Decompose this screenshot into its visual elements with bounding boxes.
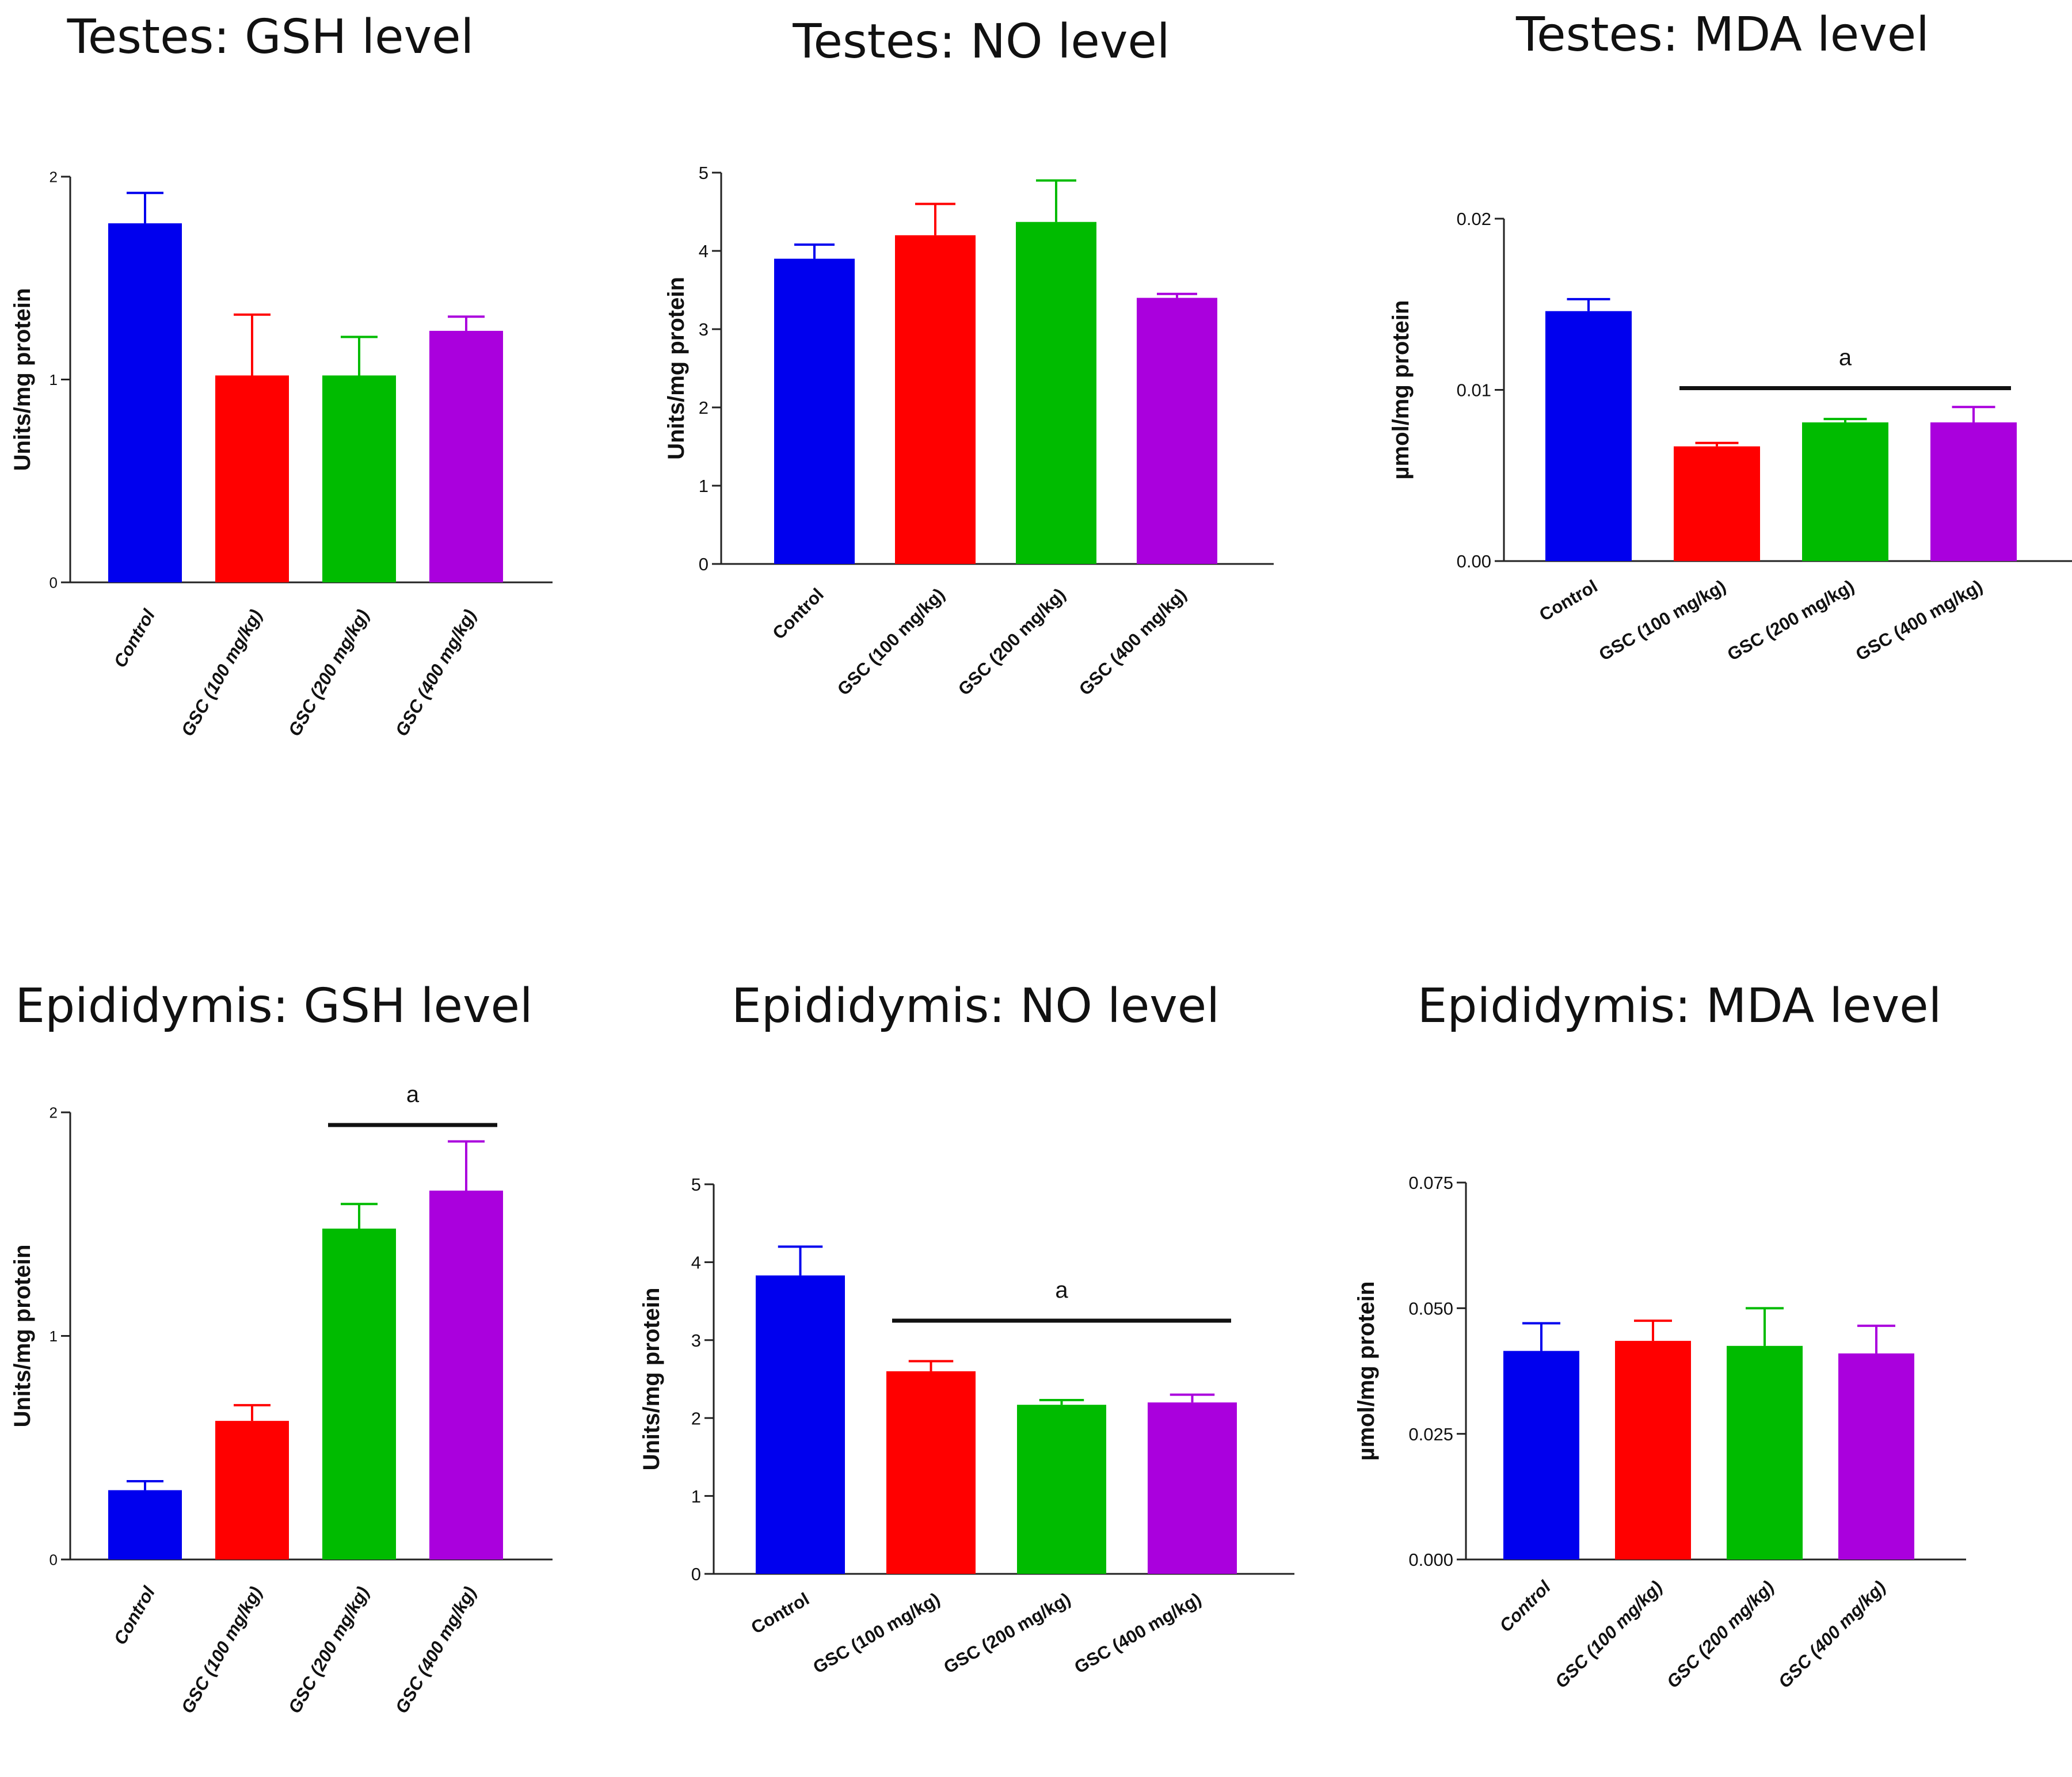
y-axis-label: Units/mg protein [10,1245,35,1428]
y-tick-label: 0 [49,574,58,591]
category-label: GSC (400 mg/kg) [391,606,480,739]
bar-4 [1838,1353,1914,1559]
bar-4 [429,330,503,582]
category-label: GSC (200 mg/kg) [1724,576,1857,665]
bar-1 [1503,1351,1579,1559]
bar-2 [215,1421,289,1559]
significance-label: a [1839,345,1852,371]
category-label: Control [748,1589,813,1638]
bar-3 [322,375,396,582]
y-axis-label: µmol/mg protein [1354,1282,1379,1461]
y-tick-label: 0.00 [1457,551,1491,571]
category-label: GSC (400 mg/kg) [1075,584,1190,699]
category-label: GSC (200 mg/kg) [284,606,373,739]
y-tick-label: 1 [699,476,709,496]
significance-label: a [406,1082,420,1107]
category-label: GSC (400 mg/kg) [1774,1577,1890,1692]
y-tick-label: 1 [49,1328,58,1345]
category-label: GSC (100 mg/kg) [810,1589,943,1677]
chart-title: Testes: NO level [792,14,1170,69]
chart-title: Testes: MDA level [1515,7,1929,62]
bar-1 [108,223,182,582]
chart-title: Epididymis: GSH level [15,979,532,1034]
y-tick-label: 0.025 [1408,1424,1453,1444]
category-label: GSC (400 mg/kg) [1852,576,1986,665]
y-tick-label: 2 [699,398,709,418]
bar-3 [1727,1345,1803,1559]
y-axis-label: Units/mg protein [664,277,689,460]
y-tick-label: 0 [699,554,709,574]
category-label: Control [1536,576,1601,625]
y-tick-label: 2 [691,1408,701,1428]
category-label: GSC (100 mg/kg) [1595,576,1729,665]
bar-1 [1545,311,1632,561]
chart-panel-3: Testes: MDA level 0.00 0.01 0.02 µmol/mg pro… [1388,7,2072,665]
y-tick-label: 2 [49,1104,58,1121]
y-tick-label: 0.01 [1457,380,1491,401]
y-tick-label: 4 [691,1253,701,1273]
bar-4 [1137,298,1217,564]
category-label: GSC (100 mg/kg) [1551,1577,1666,1692]
category-label: Control [110,605,159,671]
bar-4 [1930,422,2017,561]
category-label: GSC (200 mg/kg) [1663,1577,1778,1692]
bar-3 [1802,422,1888,561]
category-label: Control [110,1582,159,1648]
y-tick-label: 0.02 [1457,209,1491,229]
category-label: GSC (100 mg/kg) [177,606,266,739]
chart-panel-1: Testes: GSH level 0 1 2 Units/mg protein Cont… [10,10,553,739]
y-tick-label: 3 [691,1330,701,1351]
y-tick-label: 0.075 [1408,1173,1453,1193]
chart-title: Epididymis: NO level [732,979,1220,1034]
bar-2 [895,235,976,564]
bar-1 [108,1490,182,1559]
chart-panel-2: Testes: NO level 0 1 2 3 4 5 Units/mg protein Co… [664,14,1274,699]
bar-3 [1016,222,1096,564]
y-tick-label: 5 [691,1175,701,1195]
category-label: GSC (100 mg/kg) [833,584,949,699]
y-axis-label: µmol/mg protein [1388,300,1414,480]
chart-panel-6: Epididymis: MDA level 0.000 0.025 0.050 0.07… [1354,979,1966,1692]
y-axis-label: Units/mg protein [10,288,35,471]
category-label: Control [768,584,828,643]
chart-panel-4: Epididymis: GSH level 0 1 2 Units/mg protein… [10,979,553,1717]
category-label: GSC (400 mg/kg) [391,1583,480,1717]
category-label: GSC (200 mg/kg) [954,584,1069,699]
category-label: GSC (200 mg/kg) [284,1583,373,1717]
chart-panel-5: Epididymis: NO level 0 1 2 3 4 5 Units/mg prote… [639,979,1294,1677]
category-label: GSC (100 mg/kg) [177,1583,266,1717]
y-axis-label: Units/mg protein [639,1288,664,1471]
bar-4 [429,1190,503,1559]
y-tick-label: 1 [49,371,58,388]
y-tick-label: 3 [699,319,709,340]
bar-3 [322,1229,396,1559]
chart-title: Testes: GSH level [67,10,474,64]
bar-2 [886,1371,976,1574]
significance-label: a [1055,1278,1068,1303]
bar-4 [1148,1402,1237,1574]
category-label: Control [1495,1576,1555,1636]
y-tick-label: 0 [49,1551,58,1568]
y-tick-label: 0.000 [1408,1550,1453,1570]
category-label: GSC (200 mg/kg) [940,1589,1074,1677]
y-tick-label: 5 [699,163,709,183]
bar-2 [1615,1341,1691,1559]
category-label: GSC (400 mg/kg) [1071,1589,1205,1677]
bar-1 [774,258,855,565]
y-tick-label: 1 [691,1486,701,1507]
chart-title: Epididymis: MDA level [1418,979,1942,1034]
bar-2 [1674,446,1760,561]
y-tick-label: 0 [691,1564,701,1584]
bar-2 [215,375,289,582]
bar-3 [1017,1405,1106,1574]
bar-1 [756,1275,845,1574]
y-tick-label: 0.050 [1408,1298,1453,1318]
y-tick-label: 2 [49,168,58,185]
y-tick-label: 4 [699,241,709,261]
